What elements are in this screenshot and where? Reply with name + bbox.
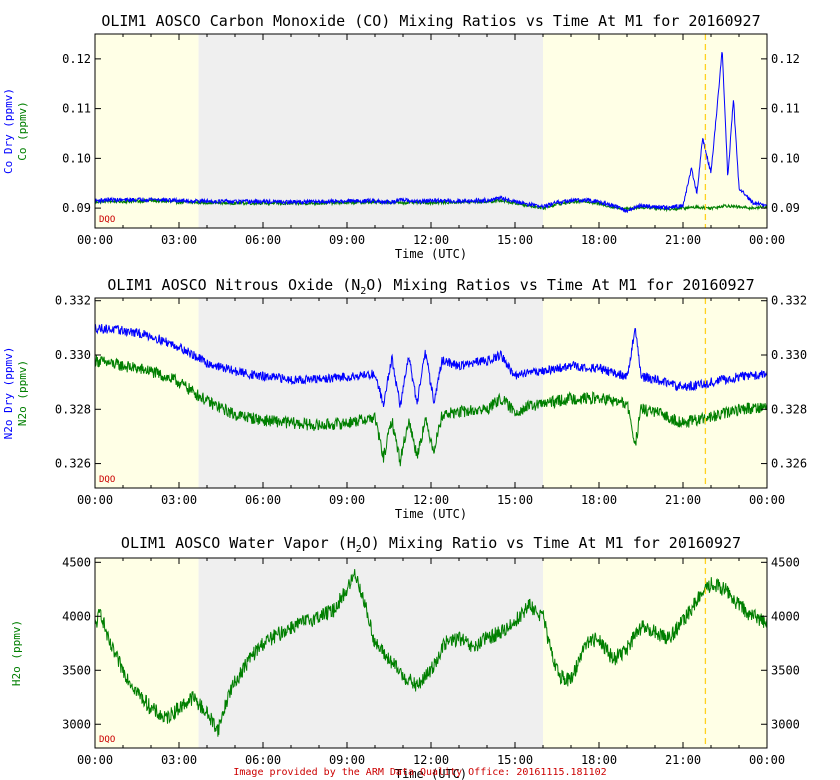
y-axis-label-secondary: Co (ppmv) — [16, 101, 29, 161]
x-tick-label: 00:00 — [77, 493, 113, 507]
shade-band-night-0 — [95, 34, 199, 228]
series-group — [95, 323, 767, 467]
series-line-n2o — [95, 355, 767, 467]
shade-band-night-2 — [543, 34, 767, 228]
shade-band-day-1 — [198, 34, 543, 228]
y-tick-label-left: 0.328 — [55, 402, 91, 416]
chart-title-subscript: 2 — [356, 544, 362, 555]
co-panel: 00:00 03:00 06:00 09:00 12:00 15:00 18:00 21:00… — [2, 12, 800, 261]
chart-title: OLIM1 AOSCO Nitrous Oxide (N2O) Mixing R… — [107, 276, 754, 297]
y-tick-label-left: 0.09 — [62, 201, 91, 215]
y-tick-label-right: 0.328 — [771, 402, 807, 416]
y-tick-label-right: 0.12 — [771, 52, 800, 66]
x-tick-label: 00:00 — [77, 233, 113, 247]
y-tick-label-left: 3500 — [62, 663, 91, 677]
y-tick-label-right: 3500 — [771, 663, 800, 677]
y-tick-label-right: 4000 — [771, 609, 800, 623]
y-tick-label-left: 0.326 — [55, 457, 91, 471]
x-tick-label: 03:00 — [161, 753, 197, 767]
shade-band-night-0 — [95, 558, 199, 748]
x-tick-label: 12:00 — [413, 233, 449, 247]
series-group — [95, 569, 767, 737]
x-tick-label: 00:00 — [77, 753, 113, 767]
y-tick-label-left: 0.10 — [62, 151, 91, 165]
y-tick-label-left: 0.332 — [55, 294, 91, 308]
series-group — [95, 52, 767, 214]
footer-credit: Image provided by the ARM Data Quality O… — [233, 767, 606, 778]
n2o-panel: 00:00 03:00 06:00 09:00 12:00 15:00 18:00 21:00… — [2, 276, 807, 521]
y-tick-label-right: 0.326 — [771, 457, 807, 471]
y-tick-label-left: 0.11 — [62, 102, 91, 116]
x-tick-label: 21:00 — [665, 233, 701, 247]
y-axis-label-primary: Co Dry (ppmv) — [2, 88, 15, 174]
x-axis-label: Time (UTC) — [395, 507, 467, 521]
x-axis-label: Time (UTC) — [395, 767, 467, 780]
h2o-panel: 00:00 03:00 06:00 09:00 12:00 15:00 18:00 21:00… — [10, 534, 800, 780]
x-tick-label: 12:00 — [413, 753, 449, 767]
y-tick-label-left: 4500 — [62, 555, 91, 569]
dqo-label: DQO — [99, 735, 115, 745]
chart-title: OLIM1 AOSCO Water Vapor (H2O) Mixing Rat… — [121, 534, 741, 555]
y-tick-label-left: 0.330 — [55, 348, 91, 362]
x-tick-label: 09:00 — [329, 233, 365, 247]
x-tick-label: 15:00 — [497, 493, 533, 507]
x-tick-label: 09:00 — [329, 493, 365, 507]
y-tick-label-right: 0.09 — [771, 201, 800, 215]
chart-title-subscript: 2 — [360, 286, 366, 297]
y-axis-label-primary: H2o (ppmv) — [10, 620, 23, 686]
x-tick-label: 18:00 — [581, 753, 617, 767]
y-tick-label-right: 0.11 — [771, 102, 800, 116]
x-tick-label: 06:00 — [245, 233, 281, 247]
x-tick-label: 21:00 — [665, 753, 701, 767]
x-tick-label: 12:00 — [413, 493, 449, 507]
y-tick-label-right: 0.330 — [771, 348, 807, 362]
x-tick-label: 06:00 — [245, 753, 281, 767]
dqo-label: DQO — [99, 215, 115, 225]
series-line-n2o-dry — [95, 323, 767, 408]
y-tick-label-right: 0.332 — [771, 294, 807, 308]
shade-band-night-2 — [543, 298, 767, 488]
x-tick-label: 15:00 — [497, 753, 533, 767]
x-tick-label: 15:00 — [497, 233, 533, 247]
shade-band-day-1 — [198, 298, 543, 488]
chart-title: OLIM1 AOSCO Carbon Monoxide (CO) Mixing … — [101, 12, 760, 30]
chart-title-part: OLIM1 AOSCO Water Vapor (H — [121, 534, 356, 552]
chart-title-part: O) Mixing Ratios vs Time At M1 for 20160… — [366, 276, 754, 294]
chart-title-part: O) Mixing Ratio vs Time At M1 for 201609… — [362, 534, 741, 552]
x-tick-label: 21:00 — [665, 493, 701, 507]
shade-band-night-2 — [543, 558, 767, 748]
x-tick-label: 06:00 — [245, 493, 281, 507]
y-axis-label-primary: N2o Dry (ppmv) — [2, 347, 15, 440]
y-tick-label-right: 0.10 — [771, 151, 800, 165]
x-tick-label: 00:00 — [749, 233, 785, 247]
x-tick-label: 09:00 — [329, 753, 365, 767]
x-tick-label: 03:00 — [161, 233, 197, 247]
x-axis-label: Time (UTC) — [395, 247, 467, 261]
shade-band-night-0 — [95, 298, 199, 488]
x-tick-label: 03:00 — [161, 493, 197, 507]
chart-title-part: OLIM1 AOSCO Nitrous Oxide (N — [107, 276, 360, 294]
y-tick-label-right: 3000 — [771, 717, 800, 731]
y-tick-label-left: 0.12 — [62, 52, 91, 66]
y-tick-label-left: 3000 — [62, 717, 91, 731]
series-line-h2o — [95, 569, 767, 737]
x-tick-label: 18:00 — [581, 233, 617, 247]
y-tick-label-left: 4000 — [62, 609, 91, 623]
x-tick-label: 00:00 — [749, 493, 785, 507]
series-line-co-dry — [95, 52, 767, 214]
x-tick-label: 00:00 — [749, 753, 785, 767]
x-tick-label: 18:00 — [581, 493, 617, 507]
y-tick-label-right: 4500 — [771, 555, 800, 569]
dqo-label: DQO — [99, 475, 115, 485]
shade-band-day-1 — [198, 558, 543, 748]
y-axis-label-secondary: N2o (ppmv) — [16, 360, 29, 426]
